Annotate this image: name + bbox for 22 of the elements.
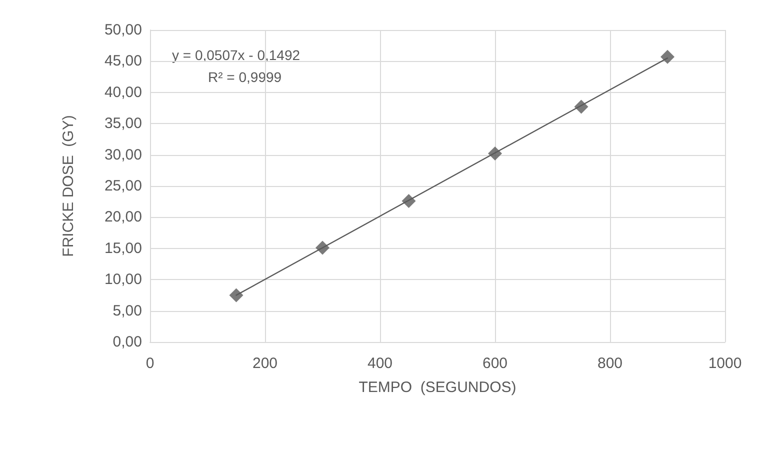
y-axis-title: FRICKE DOSE (GY)	[60, 115, 77, 257]
y-tick-label: 20,00	[104, 208, 142, 226]
x-tick-label: 600	[482, 355, 508, 372]
point	[660, 50, 674, 64]
point	[229, 288, 244, 302]
y-tick-label: 50,00	[104, 22, 142, 38]
x-tick-label: 800	[597, 355, 623, 372]
y-tick-label: 5,00	[112, 302, 142, 320]
x-tick-label: 400	[367, 355, 393, 372]
x-tick-label: 1000	[708, 355, 742, 372]
x-tick-label: 0	[146, 355, 154, 372]
y-tick-label: 35,00	[104, 115, 142, 132]
y-tick-label: 0,00	[112, 334, 142, 350]
annotation: R² = 0,9999	[208, 69, 282, 85]
x-axis-title: TEMPO (SEGUNDOS)	[358, 379, 516, 396]
y-tick-label: 40,00	[104, 84, 142, 101]
y-tick-label: 30,00	[104, 146, 142, 164]
y-tick-label: 10,00	[104, 271, 142, 288]
y-tick-label: 45,00	[104, 52, 142, 70]
y-tick-label: 25,00	[104, 178, 142, 194]
y-tick-label: 15,00	[104, 240, 142, 257]
x-tick-label: 200	[252, 355, 278, 372]
